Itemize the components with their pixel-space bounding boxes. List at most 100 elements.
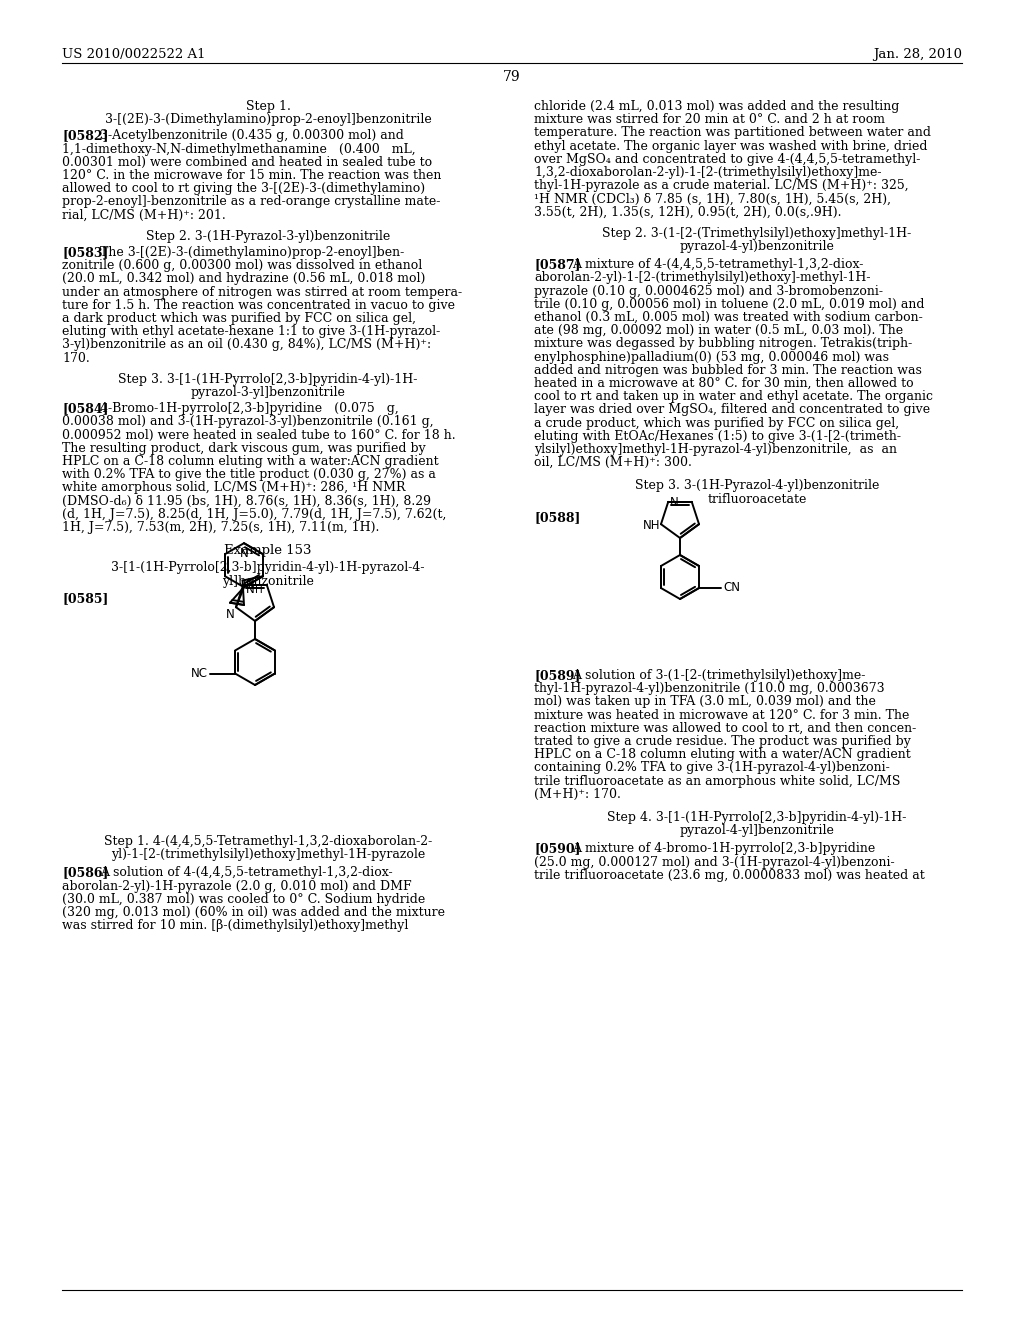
Text: (25.0 mg, 0.000127 mol) and 3-(1H-pyrazol-4-yl)benzoni-: (25.0 mg, 0.000127 mol) and 3-(1H-pyrazo… xyxy=(534,855,895,869)
Text: yl)-1-[2-(trimethylsilyl)ethoxy]methyl-1H-pyrazole: yl)-1-[2-(trimethylsilyl)ethoxy]methyl-1… xyxy=(111,849,425,861)
Text: ylsilyl)ethoxy]methyl-1H-pyrazol-4-yl)benzonitrile,  as  an: ylsilyl)ethoxy]methyl-1H-pyrazol-4-yl)be… xyxy=(534,444,897,455)
Text: (30.0 mL, 0.387 mol) was cooled to 0° C. Sodium hydride: (30.0 mL, 0.387 mol) was cooled to 0° C.… xyxy=(62,892,425,906)
Text: N: N xyxy=(240,548,249,560)
Text: ethanol (0.3 mL, 0.005 mol) was treated with sodium carbon-: ethanol (0.3 mL, 0.005 mol) was treated … xyxy=(534,312,923,323)
Text: trile trifluoroacetate as an amorphous white solid, LC/MS: trile trifluoroacetate as an amorphous w… xyxy=(534,775,900,788)
Text: Example 153: Example 153 xyxy=(224,544,311,557)
Text: oil, LC/MS (M+H)⁺: 300.: oil, LC/MS (M+H)⁺: 300. xyxy=(534,457,692,469)
Text: heated in a microwave at 80° C. for 30 min, then allowed to: heated in a microwave at 80° C. for 30 m… xyxy=(534,378,913,389)
Text: HPLC on a C-18 column eluting with a water:ACN gradient: HPLC on a C-18 column eluting with a wat… xyxy=(62,455,438,469)
Text: a dark product which was purified by FCC on silica gel,: a dark product which was purified by FCC… xyxy=(62,312,416,325)
Text: Step 2. 3-(1H-Pyrazol-3-yl)benzonitrile: Step 2. 3-(1H-Pyrazol-3-yl)benzonitrile xyxy=(145,230,390,243)
Text: 3-yl)benzonitrile as an oil (0.430 g, 84%), LC/MS (M+H)⁺:: 3-yl)benzonitrile as an oil (0.430 g, 84… xyxy=(62,338,431,351)
Text: mol) was taken up in TFA (3.0 mL, 0.039 mol) and the: mol) was taken up in TFA (3.0 mL, 0.039 … xyxy=(534,696,876,709)
Text: trifluoroacetate: trifluoroacetate xyxy=(708,492,807,506)
Text: eluting with EtOAc/Hexanes (1:5) to give 3-(1-[2-(trimeth-: eluting with EtOAc/Hexanes (1:5) to give… xyxy=(534,430,901,442)
Text: a crude product, which was purified by FCC on silica gel,: a crude product, which was purified by F… xyxy=(534,417,899,429)
Text: 79: 79 xyxy=(503,70,521,84)
Text: allowed to cool to rt giving the 3-[(2E)-3-(dimethylamino): allowed to cool to rt giving the 3-[(2E)… xyxy=(62,182,425,195)
Text: 3-[1-(1H-Pyrrolo[2,3-b]pyridin-4-yl)-1H-pyrazol-4-: 3-[1-(1H-Pyrrolo[2,3-b]pyridin-4-yl)-1H-… xyxy=(112,561,425,574)
Text: mixture was heated in microwave at 120° C. for 3 min. The: mixture was heated in microwave at 120° … xyxy=(534,709,909,722)
Text: [0588]: [0588] xyxy=(534,511,581,524)
Text: [0585]: [0585] xyxy=(62,591,109,605)
Text: trated to give a crude residue. The product was purified by: trated to give a crude residue. The prod… xyxy=(534,735,911,748)
Text: pyrazol-3-yl]benzonitrile: pyrazol-3-yl]benzonitrile xyxy=(190,385,345,399)
Text: Step 3. 3-[1-(1H-Pyrrolo[2,3-b]pyridin-4-yl)-1H-: Step 3. 3-[1-(1H-Pyrrolo[2,3-b]pyridin-4… xyxy=(119,372,418,385)
Text: pyrazol-4-yl]benzonitrile: pyrazol-4-yl]benzonitrile xyxy=(680,824,835,837)
Text: aborolan-2-yl)-1H-pyrazole (2.0 g, 0.010 mol) and DMF: aborolan-2-yl)-1H-pyrazole (2.0 g, 0.010… xyxy=(62,879,412,892)
Text: with 0.2% TFA to give the title product (0.030 g, 27%) as a: with 0.2% TFA to give the title product … xyxy=(62,469,436,482)
Text: was stirred for 10 min. [β-(dimethylsilyl)ethoxy]methyl: was stirred for 10 min. [β-(dimethylsily… xyxy=(62,919,409,932)
Text: H: H xyxy=(255,585,262,594)
Text: containing 0.2% TFA to give 3-(1H-pyrazol-4-yl)benzoni-: containing 0.2% TFA to give 3-(1H-pyrazo… xyxy=(534,762,890,775)
Text: zonitrile (0.600 g, 0.00300 mol) was dissolved in ethanol: zonitrile (0.600 g, 0.00300 mol) was dis… xyxy=(62,259,422,272)
Text: [0584]: [0584] xyxy=(62,403,109,416)
Text: 0.000952 mol) were heated in sealed tube to 160° C. for 18 h.: 0.000952 mol) were heated in sealed tube… xyxy=(62,429,456,442)
Text: [0587]: [0587] xyxy=(534,259,581,271)
Text: CN: CN xyxy=(723,582,740,594)
Text: (M+H)⁺: 170.: (M+H)⁺: 170. xyxy=(534,788,621,801)
Text: NC: NC xyxy=(191,667,208,680)
Text: added and nitrogen was bubbled for 3 min. The reaction was: added and nitrogen was bubbled for 3 min… xyxy=(534,364,922,376)
Text: ate (98 mg, 0.00092 mol) in water (0.5 mL, 0.03 mol). The: ate (98 mg, 0.00092 mol) in water (0.5 m… xyxy=(534,325,903,337)
Text: over MgSO₄ and concentrated to give 4-(4,4,5,5-tetramethyl-: over MgSO₄ and concentrated to give 4-(4… xyxy=(534,153,921,166)
Text: mixture was degassed by bubbling nitrogen. Tetrakis(triph-: mixture was degassed by bubbling nitroge… xyxy=(534,338,912,350)
Text: [0583]: [0583] xyxy=(62,246,109,259)
Text: [0590]: [0590] xyxy=(534,842,581,855)
Text: reaction mixture was allowed to cool to rt, and then concen-: reaction mixture was allowed to cool to … xyxy=(534,722,916,735)
Text: 1,3,2-dioxaborolan-2-yl)-1-[2-(trimethylsilyl)ethoxy]me-: 1,3,2-dioxaborolan-2-yl)-1-[2-(trimethyl… xyxy=(534,166,882,180)
Text: 170.: 170. xyxy=(62,351,90,364)
Text: Step 4. 3-[1-(1H-Pyrrolo[2,3-b]pyridin-4-yl)-1H-: Step 4. 3-[1-(1H-Pyrrolo[2,3-b]pyridin-4… xyxy=(607,810,906,824)
Text: cool to rt and taken up in water and ethyl acetate. The organic: cool to rt and taken up in water and eth… xyxy=(534,391,933,403)
Text: trile trifluoroacetate (23.6 mg, 0.0000833 mol) was heated at: trile trifluoroacetate (23.6 mg, 0.00008… xyxy=(534,869,925,882)
Text: Step 3. 3-(1H-Pyrazol-4-yl)benzonitrile: Step 3. 3-(1H-Pyrazol-4-yl)benzonitrile xyxy=(635,479,880,492)
Text: pyrazole (0.10 g, 0.0004625 mol) and 3-bromobenzoni-: pyrazole (0.10 g, 0.0004625 mol) and 3-b… xyxy=(534,285,883,297)
Text: enylphosphine)palladium(0) (53 mg, 0.000046 mol) was: enylphosphine)palladium(0) (53 mg, 0.000… xyxy=(534,351,889,363)
Text: under an atmosphere of nitrogen was stirred at room tempera-: under an atmosphere of nitrogen was stir… xyxy=(62,285,462,298)
Text: mixture was stirred for 20 min at 0° C. and 2 h at room: mixture was stirred for 20 min at 0° C. … xyxy=(534,114,885,127)
Text: thyl-1H-pyrazol-4-yl)benzonitrile (110.0 mg, 0.0003673: thyl-1H-pyrazol-4-yl)benzonitrile (110.0… xyxy=(534,682,885,696)
Text: 4-Bromo-1H-pyrrolo[2,3-b]pyridine   (0.075   g,: 4-Bromo-1H-pyrrolo[2,3-b]pyridine (0.075… xyxy=(100,403,398,416)
Text: (DMSO-d₆) δ 11.95 (bs, 1H), 8.76(s, 1H), 8.36(s, 1H), 8.29: (DMSO-d₆) δ 11.95 (bs, 1H), 8.76(s, 1H),… xyxy=(62,495,431,508)
Text: [0586]: [0586] xyxy=(62,866,109,879)
Text: thyl-1H-pyrazole as a crude material. LC/MS (M+H)⁺: 325,: thyl-1H-pyrazole as a crude material. LC… xyxy=(534,180,908,193)
Text: A solution of 3-(1-[2-(trimethylsilyl)ethoxy]me-: A solution of 3-(1-[2-(trimethylsilyl)et… xyxy=(572,669,865,682)
Text: NH: NH xyxy=(642,519,660,532)
Text: Step 1.: Step 1. xyxy=(246,100,291,114)
Text: [0589]: [0589] xyxy=(534,669,581,682)
Text: (20.0 mL, 0.342 mol) and hydrazine (0.56 mL, 0.018 mol): (20.0 mL, 0.342 mol) and hydrazine (0.56… xyxy=(62,272,425,285)
Text: US 2010/0022522 A1: US 2010/0022522 A1 xyxy=(62,48,206,61)
Text: N: N xyxy=(246,582,254,595)
Text: (320 mg, 0.013 mol) (60% in oil) was added and the mixture: (320 mg, 0.013 mol) (60% in oil) was add… xyxy=(62,906,445,919)
Text: (d, 1H, J=7.5), 8.25(d, 1H, J=5.0), 7.79(d, 1H, J=7.5), 7.62(t,: (d, 1H, J=7.5), 8.25(d, 1H, J=5.0), 7.79… xyxy=(62,508,446,521)
Text: A solution of 4-(4,4,5,5-tetramethyl-1,3,2-diox-: A solution of 4-(4,4,5,5-tetramethyl-1,3… xyxy=(100,866,392,879)
Text: Jan. 28, 2010: Jan. 28, 2010 xyxy=(873,48,962,61)
Text: 1,1-dimethoxy-N,N-dimethylmethanamine   (0.400   mL,: 1,1-dimethoxy-N,N-dimethylmethanamine (0… xyxy=(62,143,416,156)
Text: white amorphous solid, LC/MS (M+H)⁺: 286, ¹H NMR: white amorphous solid, LC/MS (M+H)⁺: 286… xyxy=(62,482,406,495)
Text: N: N xyxy=(226,609,234,622)
Text: 120° C. in the microwave for 15 min. The reaction was then: 120° C. in the microwave for 15 min. The… xyxy=(62,169,441,182)
Text: prop-2-enoyl]-benzonitrile as a red-orange crystalline mate-: prop-2-enoyl]-benzonitrile as a red-oran… xyxy=(62,195,440,209)
Text: trile (0.10 g, 0.00056 mol) in toluene (2.0 mL, 0.019 mol) and: trile (0.10 g, 0.00056 mol) in toluene (… xyxy=(534,298,925,310)
Text: [0582]: [0582] xyxy=(62,129,109,143)
Text: rial, LC/MS (M+H)⁺: 201.: rial, LC/MS (M+H)⁺: 201. xyxy=(62,209,225,222)
Text: A mixture of 4-(4,4,5,5-tetramethyl-1,3,2-diox-: A mixture of 4-(4,4,5,5-tetramethyl-1,3,… xyxy=(572,259,863,271)
Text: 3-[(2E)-3-(Dimethylamino)prop-2-enoyl]benzonitrile: 3-[(2E)-3-(Dimethylamino)prop-2-enoyl]be… xyxy=(104,114,431,127)
Text: Step 2. 3-(1-[2-(Trimethylsilyl)ethoxy]methyl-1H-: Step 2. 3-(1-[2-(Trimethylsilyl)ethoxy]m… xyxy=(602,227,911,240)
Text: eluting with ethyl acetate-hexane 1:1 to give 3-(1H-pyrazol-: eluting with ethyl acetate-hexane 1:1 to… xyxy=(62,325,440,338)
Text: yl]benzonitrile: yl]benzonitrile xyxy=(222,574,314,587)
Text: 0.00301 mol) were combined and heated in sealed tube to: 0.00301 mol) were combined and heated in… xyxy=(62,156,432,169)
Text: ethyl acetate. The organic layer was washed with brine, dried: ethyl acetate. The organic layer was was… xyxy=(534,140,928,153)
Text: 3.55(t, 2H), 1.35(s, 12H), 0.95(t, 2H), 0.0(s,.9H).: 3.55(t, 2H), 1.35(s, 12H), 0.95(t, 2H), … xyxy=(534,206,842,219)
Text: HPLC on a C-18 column eluting with a water/ACN gradient: HPLC on a C-18 column eluting with a wat… xyxy=(534,748,910,762)
Text: temperature. The reaction was partitioned between water and: temperature. The reaction was partitione… xyxy=(534,127,931,140)
Text: A mixture of 4-bromo-1H-pyrrolo[2,3-b]pyridine: A mixture of 4-bromo-1H-pyrrolo[2,3-b]py… xyxy=(572,842,876,855)
Text: 0.00038 mol) and 3-(1H-pyrazol-3-yl)benzonitrile (0.161 g,: 0.00038 mol) and 3-(1H-pyrazol-3-yl)benz… xyxy=(62,416,433,429)
Text: pyrazol-4-yl)benzonitrile: pyrazol-4-yl)benzonitrile xyxy=(680,240,835,253)
Text: aborolan-2-yl)-1-[2-(trimethylsilyl)ethoxy]-methyl-1H-: aborolan-2-yl)-1-[2-(trimethylsilyl)etho… xyxy=(534,272,870,284)
Text: N: N xyxy=(671,496,679,510)
Text: 3-Acetylbenzonitrile (0.435 g, 0.00300 mol) and: 3-Acetylbenzonitrile (0.435 g, 0.00300 m… xyxy=(100,129,403,143)
Text: Step 1. 4-(4,4,5,5-Tetramethyl-1,3,2-dioxaborolan-2-: Step 1. 4-(4,4,5,5-Tetramethyl-1,3,2-dio… xyxy=(103,836,432,847)
Text: N: N xyxy=(246,578,255,591)
Text: The resulting product, dark viscous gum, was purified by: The resulting product, dark viscous gum,… xyxy=(62,442,426,455)
